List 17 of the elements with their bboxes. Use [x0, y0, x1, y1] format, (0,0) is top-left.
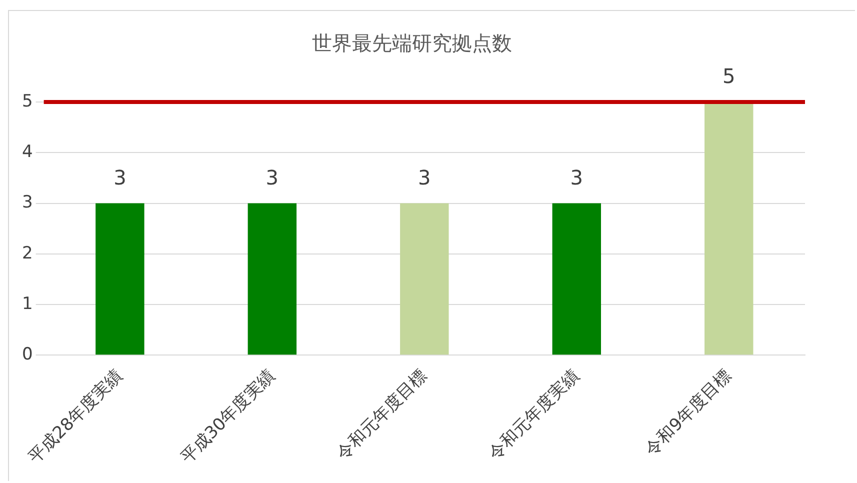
data-label: 3 [114, 165, 126, 190]
y-tick-label: 0 [22, 344, 33, 365]
data-label: 3 [266, 165, 279, 190]
data-label: 5 [722, 64, 736, 88]
y-tick-label: 5 [22, 91, 33, 112]
y-tick-label: 2 [22, 243, 33, 264]
data-label: 3 [570, 165, 584, 190]
y-tick-label: 3 [22, 192, 33, 213]
x-tick-label: 令和元年度実績 [485, 366, 584, 464]
y-tick-label: 1 [22, 294, 33, 314]
x-tick-label: 平成28年度実績 [25, 366, 127, 468]
x-tick-label: 令和9年度目標 [642, 366, 736, 460]
data-label: 3 [418, 165, 431, 190]
chart-title: 世界最先端研究拠点数 [312, 31, 512, 56]
x-tick-label: 令和元年度目標 [332, 366, 432, 464]
x-tick-label: 平成30年度実績 [177, 366, 279, 468]
y-tick-label: 4 [22, 142, 33, 162]
